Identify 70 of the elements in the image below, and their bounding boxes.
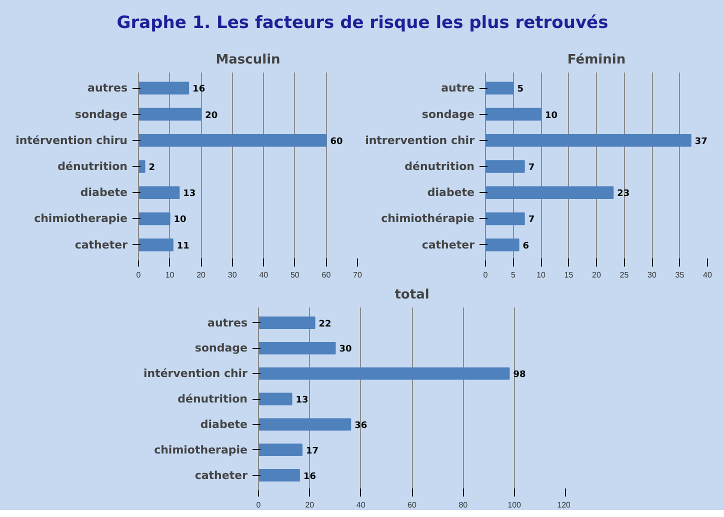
data-label: 98 xyxy=(513,370,526,380)
y-tick-label: autre xyxy=(441,82,475,95)
data-label: 2 xyxy=(148,163,156,173)
data-label: 36 xyxy=(354,420,368,431)
chart-title: Masculin xyxy=(216,52,280,68)
x-tick-label: 5 xyxy=(511,270,516,280)
y-tick-label: catheter xyxy=(194,468,248,482)
data-label: 5 xyxy=(517,84,524,95)
data-label: 30 xyxy=(339,344,352,355)
data-label: 22 xyxy=(318,319,332,330)
data-label: 23 xyxy=(617,189,630,200)
data-label: 16 xyxy=(303,472,316,482)
data-label: 6 xyxy=(522,241,530,252)
y-tick-label: catheter xyxy=(74,238,128,252)
x-tick-label: 0 xyxy=(136,270,142,280)
x-tick-label: 70 xyxy=(353,270,362,280)
data-label: 10 xyxy=(545,110,558,121)
data-label: 17 xyxy=(306,446,319,456)
text: Graphe 1. Les facteurs de risque les plus retrouvés xyxy=(116,13,608,33)
x-tick-label: 80 xyxy=(458,500,468,510)
x-tick-label: 10 xyxy=(536,270,546,280)
x-tick-label: 20 xyxy=(196,270,206,280)
x-tick-label: 40 xyxy=(703,270,712,280)
data-label: 7 xyxy=(528,163,535,173)
data-label: 7 xyxy=(528,215,535,226)
x-tick-label: 40 xyxy=(356,500,366,510)
y-tick-label: catheter xyxy=(422,238,476,252)
chart-title: total xyxy=(394,288,430,302)
x-tick-label: 40 xyxy=(259,270,269,280)
x-tick-label: 100 xyxy=(508,500,522,510)
chart-title: Féminin xyxy=(567,52,626,68)
x-tick-label: 30 xyxy=(648,270,657,280)
data-label: 20 xyxy=(205,110,218,121)
x-tick-label: 35 xyxy=(675,270,685,280)
data-label: 37 xyxy=(694,136,708,147)
x-tick-label: 15 xyxy=(564,270,574,280)
data-label: 13 xyxy=(183,189,196,200)
y-tick-label: diabete xyxy=(80,186,128,200)
x-tick-label: 50 xyxy=(290,270,300,280)
y-tick-label: sondage xyxy=(422,108,475,121)
x-tick-label: 30 xyxy=(228,270,238,280)
y-tick-label: dénutrition xyxy=(178,392,248,406)
x-tick-label: 20 xyxy=(592,270,602,280)
x-tick-label: 0 xyxy=(256,500,262,510)
data-label: 13 xyxy=(296,396,308,406)
y-tick-label: intérvention chir xyxy=(144,367,248,380)
x-tick-label: 20 xyxy=(305,500,315,510)
y-tick-label: autres xyxy=(88,82,128,95)
y-tick-label: sondage xyxy=(74,108,128,121)
data-label: 11 xyxy=(176,241,190,252)
y-tick-label: intrervention chir xyxy=(365,134,476,147)
y-tick-label: autres xyxy=(208,316,248,330)
x-tick-label: 60 xyxy=(408,500,417,510)
y-tick-label: dénutrition xyxy=(404,160,475,173)
x-tick-label: 25 xyxy=(620,270,630,280)
data-label: 10 xyxy=(174,215,186,226)
x-tick-label: 0 xyxy=(483,270,488,280)
y-tick-label: diabete xyxy=(427,186,475,200)
x-tick-label: 10 xyxy=(165,270,175,280)
y-tick-label: chimiothérapie xyxy=(381,212,475,226)
x-tick-label: 120 xyxy=(557,500,572,510)
y-tick-label: chimiotherapie xyxy=(34,212,128,226)
y-tick-label: intérvention chiru xyxy=(16,134,128,147)
data-label: 16 xyxy=(192,84,206,95)
y-tick-label: diabete xyxy=(200,418,248,431)
data-label: 60 xyxy=(330,136,343,147)
y-tick-label: dénutrition xyxy=(58,160,128,173)
x-tick-label: 60 xyxy=(322,270,332,280)
y-tick-label: chimiotherapie xyxy=(154,443,248,456)
y-tick-label: sondage xyxy=(194,342,248,355)
